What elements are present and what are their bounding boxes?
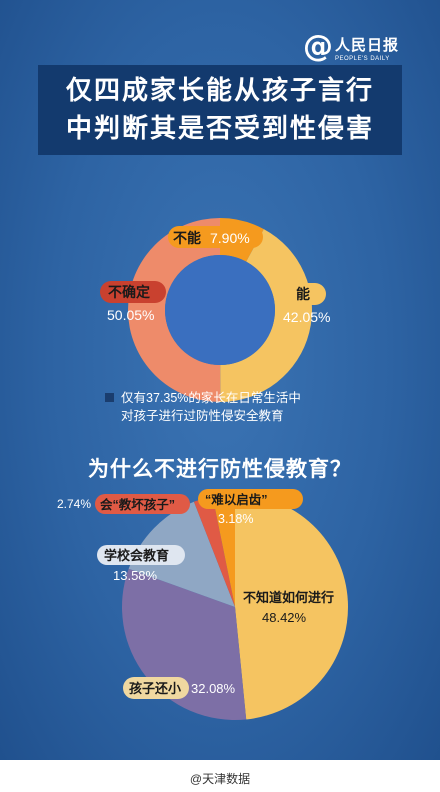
donut-label-neng: 能 bbox=[296, 286, 310, 302]
pie-value-2: 13.58% bbox=[113, 568, 158, 583]
donut-slice-1 bbox=[220, 229, 312, 402]
donut-hole bbox=[165, 255, 275, 365]
pie-slice-3 bbox=[193, 496, 235, 607]
pie-label-1: 孩子还小 bbox=[129, 681, 181, 696]
label-pill-xue-xiao bbox=[97, 545, 185, 565]
donut-label-bu-neng: 不能 bbox=[173, 230, 201, 246]
brand-name: 人民日报 bbox=[335, 37, 400, 54]
pie-slice-4 bbox=[212, 494, 235, 607]
pie-value-1: 32.08% bbox=[191, 681, 236, 696]
pie-value-0: 48.42% bbox=[262, 610, 307, 625]
donut-label-bu-que-ding: 不确定 bbox=[108, 284, 150, 300]
legend-square-icon bbox=[105, 393, 114, 402]
label-pill-jiao-huai bbox=[95, 494, 190, 514]
at-icon: @ bbox=[303, 29, 333, 64]
note-line-1: 仅有37.35%的家长在日常生活中 bbox=[121, 390, 301, 405]
donut-value-bu-neng: 7.90% bbox=[210, 230, 250, 246]
label-pill-hai-zi bbox=[123, 677, 189, 699]
title-line-1: 仅四成家长能从孩子言行 bbox=[65, 75, 374, 105]
footer-text: @天津数据 bbox=[189, 772, 251, 786]
label-pill-bu-neng bbox=[168, 226, 263, 248]
pie-slice-0 bbox=[235, 494, 348, 720]
footer-bar bbox=[0, 760, 440, 792]
label-pill-bu-que-ding bbox=[100, 281, 166, 303]
donut-slice-2 bbox=[127, 217, 221, 402]
pie-label-3: 会“教坏孩子” bbox=[100, 497, 175, 512]
donut-value-neng: 42.05% bbox=[283, 309, 330, 325]
pie-value-3: 2.74% bbox=[57, 497, 91, 511]
pie-label-0: 不知道如何进行 bbox=[243, 590, 334, 605]
donut-value-bu-que-ding: 50.05% bbox=[107, 307, 154, 323]
title-line-2: 中判断其是否受到性侵害 bbox=[65, 113, 374, 143]
brand-logo: @ 人民日报 PEOPLE'S DAILY bbox=[303, 29, 400, 64]
pie-label-2: 学校会教育 bbox=[104, 548, 169, 563]
pie-label-4: “难以启齿” bbox=[205, 492, 268, 507]
note-line-2: 对孩子进行过防性侵安全教育 bbox=[121, 408, 284, 423]
pie-chart-title: 为什么不进行防性侵教育？ bbox=[88, 458, 352, 481]
label-pill-nan-yi bbox=[198, 489, 303, 509]
label-pill-neng bbox=[282, 283, 326, 305]
pie-value-4: 3.18% bbox=[218, 512, 253, 526]
brand-name-en: PEOPLE'S DAILY bbox=[335, 56, 390, 62]
title-box: 仅四成家长能从孩子言行 中判断其是否受到性侵害 bbox=[38, 65, 402, 155]
